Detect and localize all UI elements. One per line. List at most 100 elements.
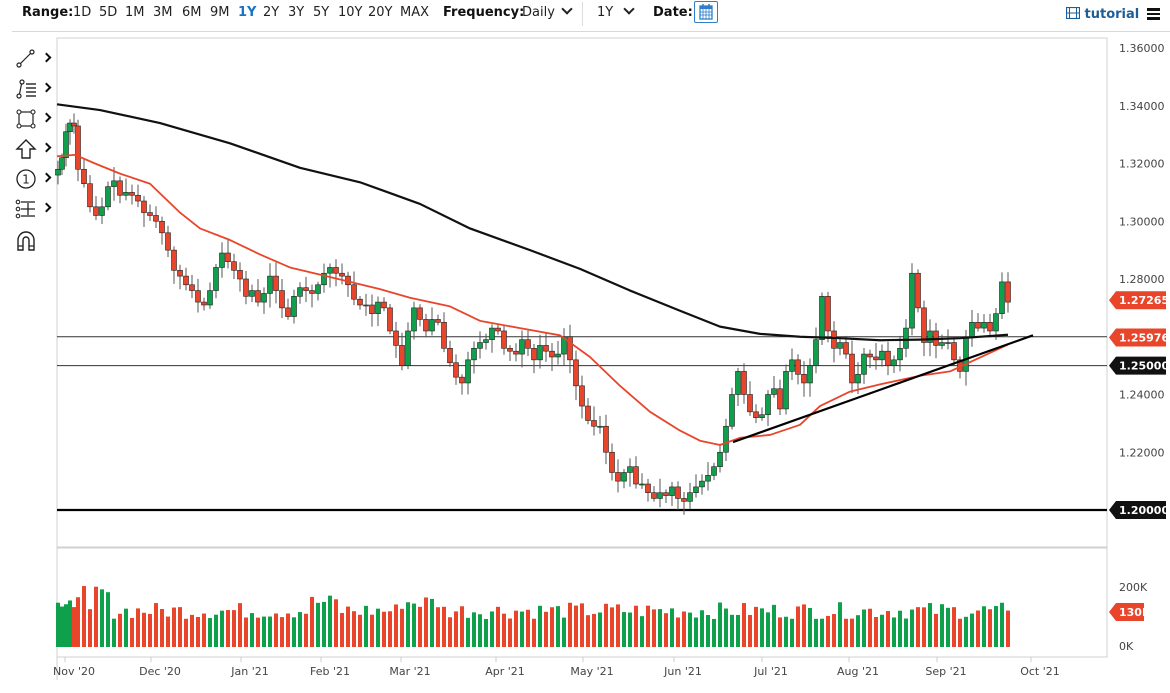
volume-bar	[376, 608, 380, 647]
volume-bar	[520, 611, 524, 647]
candle	[63, 123, 69, 167]
volume-bar	[586, 615, 590, 647]
volume-bar	[604, 603, 608, 647]
range-button-3y[interactable]: 3Y	[288, 5, 305, 20]
hamburger-menu-icon[interactable]	[1147, 8, 1160, 20]
volume-bar	[664, 613, 668, 647]
candle	[67, 119, 73, 145]
line-segment-icon	[16, 49, 35, 68]
candle	[825, 291, 831, 343]
time-tick-label: Nov '20	[53, 665, 95, 678]
time-tick-label: Aug '21	[837, 665, 879, 678]
frequency-dropdown[interactable]: Daily	[522, 3, 573, 20]
volume-bar	[532, 618, 536, 647]
volume-bar	[682, 611, 686, 647]
range-button-5d[interactable]: 5D	[99, 5, 118, 20]
candle	[597, 415, 603, 434]
volume-bar	[514, 610, 518, 647]
range-button-1m[interactable]: 1M	[125, 5, 145, 20]
volume-bar	[478, 614, 482, 647]
range-button-2y[interactable]: 2Y	[263, 5, 280, 20]
measure-tool[interactable]	[10, 196, 54, 222]
volume-bar	[580, 603, 584, 647]
candle	[855, 362, 861, 395]
price-tick-label: 1.30000	[1119, 215, 1165, 228]
volume-bar	[256, 617, 260, 647]
annotation-tool[interactable]: 1	[10, 166, 54, 192]
price-tick-label: 1.36000	[1119, 42, 1165, 55]
candle	[627, 458, 633, 487]
arrow-tool[interactable]	[10, 136, 54, 162]
range-button-5y[interactable]: 5Y	[313, 5, 330, 20]
volume-bar	[208, 618, 212, 647]
range-button-9m[interactable]: 9M	[210, 5, 230, 20]
volume-bar	[862, 609, 866, 647]
candle	[267, 263, 273, 308]
candle	[639, 473, 645, 489]
volume-bar	[820, 618, 824, 647]
candle	[375, 296, 381, 327]
trendline-tool[interactable]	[10, 46, 54, 72]
numbered-circle-icon: 1	[16, 169, 36, 189]
frequency-value: Daily	[522, 5, 555, 20]
volume-bar	[412, 603, 416, 647]
range-button-10y[interactable]: 10Y	[338, 5, 363, 20]
range-button-3m[interactable]: 3M	[153, 5, 173, 20]
svg-text:1.27265: 1.27265	[1119, 294, 1169, 307]
candle	[663, 489, 669, 503]
range-button-1d[interactable]: 1D	[73, 5, 92, 20]
trendline[interactable]	[732, 334, 1034, 444]
svg-text:1.20000: 1.20000	[1119, 504, 1169, 517]
candle	[843, 335, 849, 359]
candle	[459, 374, 465, 395]
price-tick-label: 1.32000	[1119, 158, 1165, 171]
candle	[681, 492, 687, 515]
candle	[291, 289, 297, 324]
shape-tool[interactable]	[10, 106, 54, 132]
candle	[345, 271, 351, 297]
range-button-20y[interactable]: 20Y	[368, 5, 393, 20]
volume-bar	[796, 606, 800, 647]
volume-bar	[712, 618, 716, 647]
fibonacci-tool[interactable]	[10, 76, 54, 102]
volume-bar	[988, 609, 992, 647]
volume-bar	[946, 607, 950, 647]
candle	[603, 414, 609, 465]
candle	[981, 314, 987, 333]
candle	[207, 282, 213, 309]
volume-bar	[310, 596, 314, 647]
tutorial-link[interactable]: tutorial	[1065, 6, 1139, 22]
candle	[879, 344, 885, 367]
volume-bar	[76, 597, 80, 647]
candle	[771, 376, 777, 398]
film-icon	[1065, 6, 1081, 20]
volume-bar	[550, 607, 554, 647]
candle	[279, 279, 285, 319]
range-button-6m[interactable]: 6M	[182, 5, 202, 20]
volume-bar	[778, 617, 782, 647]
svg-text:1: 1	[22, 173, 30, 187]
candle	[645, 478, 651, 502]
candle	[561, 328, 567, 366]
volume-bar	[316, 602, 320, 647]
range-button-1y[interactable]: 1Y	[238, 5, 257, 20]
magnet-tool[interactable]	[10, 228, 54, 254]
candle	[309, 284, 315, 308]
horizontal-levels	[57, 336, 1107, 512]
time-tick-label: Oct '21	[1020, 665, 1060, 678]
volume-bar	[142, 612, 146, 647]
candle	[891, 355, 897, 374]
candle	[999, 272, 1005, 320]
candle	[849, 340, 855, 393]
ma-50-line	[56, 153, 1009, 446]
period-dropdown[interactable]: 1Y	[597, 3, 635, 20]
date-picker-button[interactable]	[694, 1, 718, 23]
candle	[477, 331, 483, 359]
fib-levels-icon	[16, 79, 36, 99]
candle	[939, 334, 945, 350]
volume-bar	[628, 612, 632, 647]
candle	[1005, 272, 1011, 313]
volume-bar	[64, 604, 68, 647]
range-button-max[interactable]: MAX	[400, 5, 430, 20]
